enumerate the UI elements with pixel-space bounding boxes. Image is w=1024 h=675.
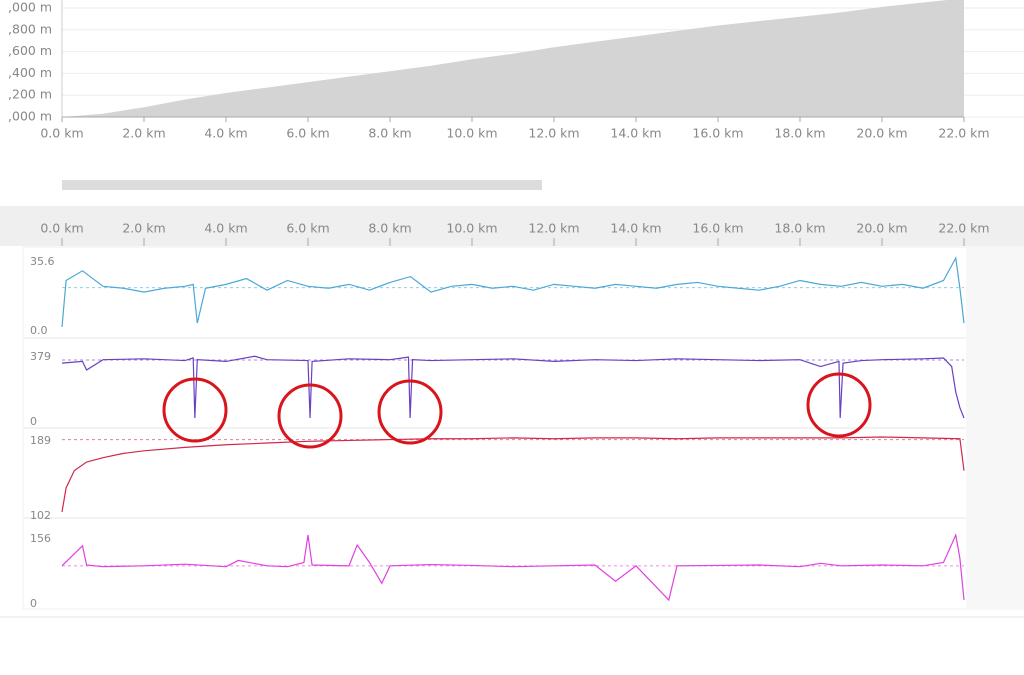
x-tick-label: 20.0 km [856, 221, 907, 236]
x-tick-label: 22.0 km [938, 221, 989, 236]
axis-band [0, 206, 1024, 246]
scrollbar[interactable] [62, 180, 542, 190]
annotation-circle [162, 377, 228, 443]
x-tick-label: 18.0 km [774, 221, 825, 236]
y-tick-label: 35.6 [30, 255, 55, 268]
series-line [61, 256, 965, 328]
x-tick-label: 16.0 km [692, 126, 743, 141]
x-tick-label: 22.0 km [938, 126, 989, 141]
annotation-circle [377, 379, 443, 445]
x-tick-label: 8.0 km [368, 126, 411, 141]
x-tick-label: 0.0 km [40, 221, 83, 236]
annotation-circle [277, 383, 343, 449]
y-tick-label: ,000 m [8, 0, 52, 15]
marks: ,000 m ,200 m ,400 m ,600 m ,800 m ,000 m 0.0 … [8, 0, 1024, 610]
y-tick-label: 189 [30, 434, 51, 447]
y-tick-label: 102 [30, 509, 51, 522]
x-tick-label: 12.0 km [528, 126, 579, 141]
y-tick-label: 379 [30, 350, 51, 363]
x-tick-label: 8.0 km [368, 221, 411, 236]
x-tick-label: 12.0 km [528, 221, 579, 236]
x-tick-label: 14.0 km [610, 221, 661, 236]
y-tick-label: ,200 m [8, 87, 52, 102]
y-tick-label: 156 [30, 532, 51, 545]
x-tick-label: 6.0 km [286, 221, 329, 236]
x-tick-label: 14.0 km [610, 126, 661, 141]
x-tick-label: 2.0 km [122, 126, 165, 141]
series-line [61, 436, 965, 513]
x-tick-label: 10.0 km [446, 221, 497, 236]
x-tick-label: 20.0 km [856, 126, 907, 141]
x-tick-label: 0.0 km [40, 126, 83, 141]
elevation-area [62, 0, 964, 117]
y-tick-label: ,400 m [8, 65, 52, 80]
x-tick-label: 4.0 km [204, 221, 247, 236]
y-tick-label: 0 [30, 415, 37, 428]
series-line [61, 532, 965, 602]
y-tick-label: ,800 m [8, 21, 52, 36]
y-tick-label: ,600 m [8, 43, 52, 58]
annotations [162, 372, 872, 449]
x-tick-label: 10.0 km [446, 126, 497, 141]
x-tick-label: 2.0 km [122, 221, 165, 236]
x-tick-label: 4.0 km [204, 126, 247, 141]
panel-separators [0, 337, 1024, 618]
x-tick-label: 18.0 km [774, 126, 825, 141]
annotation-circle [806, 372, 872, 438]
x-tick-label: 6.0 km [286, 126, 329, 141]
x-tick-label: 16.0 km [692, 221, 743, 236]
y-tick-label: 0 [30, 597, 37, 610]
y-tick-label: ,000 m [8, 109, 52, 124]
y-tick-label: 0.0 [30, 324, 48, 337]
series-line [61, 355, 965, 419]
